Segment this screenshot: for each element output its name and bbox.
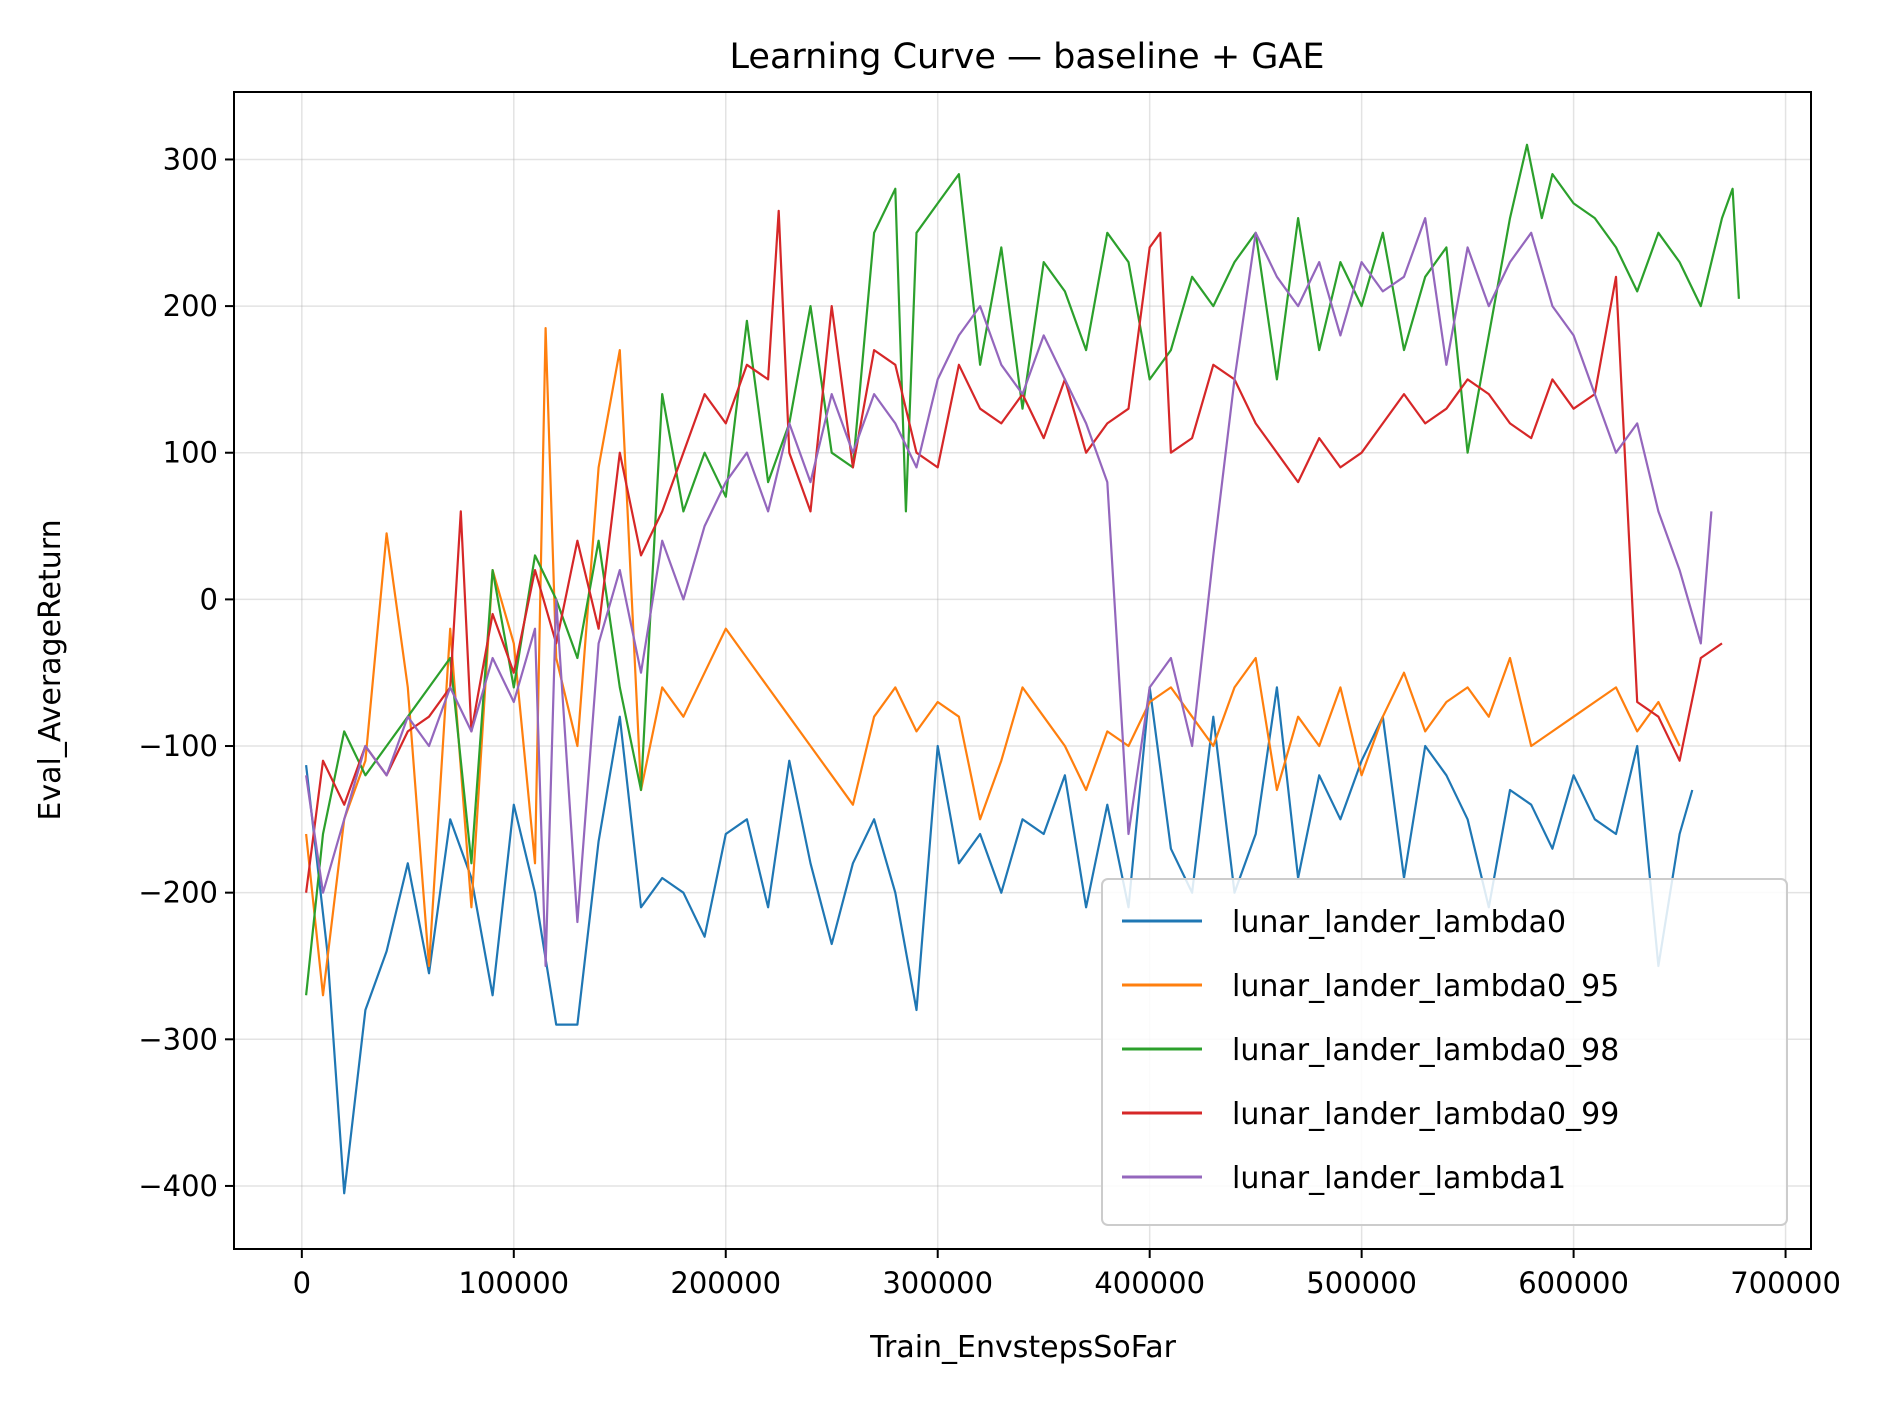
x-axis-label: Train_EnvstepsSoFar [869, 1330, 1177, 1365]
y-tick-label: −200 [138, 876, 218, 910]
legend-label: lunar_lander_lambda0_95 [1232, 969, 1619, 1004]
y-tick-label: 300 [163, 142, 218, 176]
y-axis-ticks: −400 −300 −200 −100 0 100 200 300 [138, 142, 234, 1203]
x-tick-label: 0 [293, 1266, 311, 1300]
x-tick-label: 600000 [1518, 1266, 1629, 1300]
chart-title: Learning Curve — baseline + GAE [730, 37, 1325, 77]
legend-label: lunar_lander_lambda0_98 [1232, 1033, 1619, 1068]
legend: lunar_lander_lambda0 lunar_lander_lambda0… [1101, 878, 1788, 1226]
series-line-1 [305, 327, 1681, 997]
x-axis-ticks: 0 100000 200000 300000 400000 500000 600000 700… [293, 1249, 1841, 1300]
series-line-2 [305, 143, 1740, 996]
x-tick-label: 700000 [1730, 1266, 1841, 1300]
series-line-0 [305, 686, 1694, 1195]
series-line-4 [305, 217, 1713, 968]
legend-label: lunar_lander_lambda1 [1232, 1161, 1566, 1196]
plot-frame [233, 91, 1812, 1250]
y-tick-label: −300 [138, 1022, 218, 1056]
y-tick-label: 200 [163, 289, 218, 323]
legend-label: lunar_lander_lambda0 [1232, 905, 1566, 940]
y-tick-label: −100 [138, 729, 218, 763]
legend-label: lunar_lander_lambda0_99 [1232, 1097, 1619, 1132]
x-tick-label: 400000 [1094, 1266, 1205, 1300]
series-line-3 [305, 209, 1723, 893]
x-tick-label: 100000 [458, 1266, 569, 1300]
legend-box [1101, 878, 1788, 1226]
series-lines [305, 143, 1740, 1195]
x-tick-label: 200000 [670, 1266, 781, 1300]
y-axis-label: Eval_AverageReturn [33, 519, 68, 820]
y-tick-label: 0 [200, 582, 218, 616]
y-tick-label: 100 [163, 436, 218, 470]
x-tick-label: 500000 [1306, 1266, 1417, 1300]
x-tick-label: 300000 [882, 1266, 993, 1300]
y-tick-label: −400 [138, 1169, 218, 1203]
